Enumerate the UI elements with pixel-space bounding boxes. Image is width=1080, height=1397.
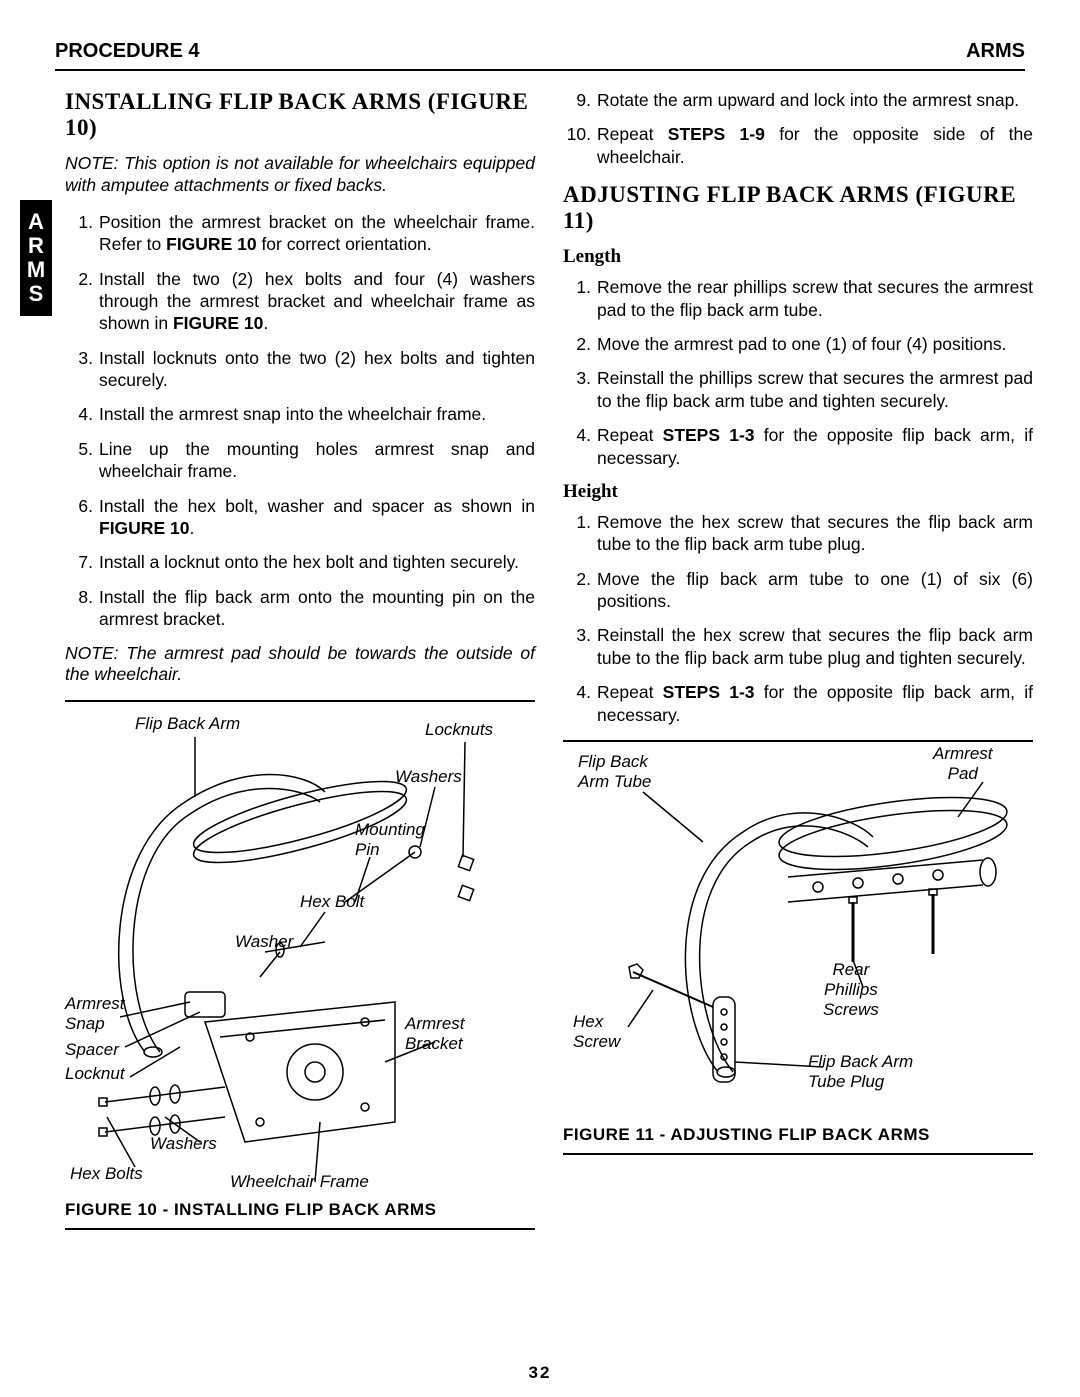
install-steps: Position the armrest bracket on the whee… bbox=[65, 211, 535, 631]
step: Install the two (2) hex bolts and four (… bbox=[65, 268, 535, 335]
fig10-label: Locknuts bbox=[425, 720, 493, 740]
fig10-label: Washers bbox=[150, 1134, 217, 1154]
figure-10-diagram bbox=[65, 702, 535, 1192]
fig10-label: Wheelchair Frame bbox=[230, 1172, 369, 1192]
step: Install the hex bolt, washer and spacer … bbox=[65, 495, 535, 540]
install-steps-cont: Rotate the arm upward and lock into the … bbox=[563, 89, 1033, 168]
step: Line up the mounting holes armrest snap … bbox=[65, 438, 535, 483]
fig11-label: Armrest Pad bbox=[933, 744, 993, 784]
fig11-label: Hex Screw bbox=[573, 1012, 620, 1052]
fig10-label: Armrest Bracket bbox=[405, 1014, 465, 1054]
step: Reinstall the phillips screw that secure… bbox=[563, 367, 1033, 412]
install-note2: NOTE: The armrest pad should be towards … bbox=[65, 643, 535, 687]
fig10-label: Spacer bbox=[65, 1040, 119, 1060]
step: Move the armrest pad to one (1) of four … bbox=[563, 333, 1033, 355]
step: Repeat STEPS 1-9 for the opposite side o… bbox=[563, 123, 1033, 168]
step: Position the armrest bracket on the whee… bbox=[65, 211, 535, 256]
step: Remove the rear phillips screw that secu… bbox=[563, 276, 1033, 321]
figure-10: Flip Back Arm Locknuts Washers Mounting … bbox=[65, 700, 535, 1230]
header-right: ARMS bbox=[966, 40, 1025, 63]
figure-11-diagram bbox=[563, 742, 1033, 1117]
step: Install locknuts onto the two (2) hex bo… bbox=[65, 347, 535, 392]
side-tab: A R M S bbox=[20, 200, 52, 316]
fig10-label: Hex Bolts bbox=[70, 1164, 143, 1184]
figure-11: Flip Back Arm Tube Armrest Pad Rear Phil… bbox=[563, 740, 1033, 1155]
step: Move the flip back arm tube to one (1) o… bbox=[563, 568, 1033, 613]
page-number: 32 bbox=[0, 1363, 1080, 1383]
install-title: INSTALLING FLIP BACK ARMS (FIGURE 10) bbox=[65, 89, 535, 141]
step: Install the armrest snap into the wheelc… bbox=[65, 403, 535, 425]
step: Install the flip back arm onto the mount… bbox=[65, 586, 535, 631]
adjust-title: ADJUSTING FLIP BACK ARMS (FIGURE 11) bbox=[563, 182, 1033, 234]
fig10-label: Washer bbox=[235, 932, 293, 952]
fig10-label: Locknut bbox=[65, 1064, 125, 1084]
step: Install a locknut onto the hex bolt and … bbox=[65, 551, 535, 573]
fig11-label: Flip Back Arm Tube Plug bbox=[808, 1052, 913, 1092]
fig10-label: Armrest Snap bbox=[65, 994, 125, 1034]
height-title: Height bbox=[563, 481, 1033, 503]
step: Remove the hex screw that secures the fl… bbox=[563, 511, 1033, 556]
header-left: PROCEDURE 4 bbox=[55, 40, 199, 63]
fig11-label: Flip Back Arm Tube bbox=[578, 752, 651, 792]
fig10-label: Washers bbox=[395, 767, 462, 787]
step: Rotate the arm upward and lock into the … bbox=[563, 89, 1033, 111]
step: Repeat STEPS 1-3 for the opposite flip b… bbox=[563, 681, 1033, 726]
step: Reinstall the hex screw that secures the… bbox=[563, 624, 1033, 669]
fig10-label: Mounting Pin bbox=[355, 820, 425, 860]
install-note1: NOTE: This option is not available for w… bbox=[65, 153, 535, 197]
figure-10-caption: FIGURE 10 - INSTALLING FLIP BACK ARMS bbox=[65, 1192, 535, 1220]
figure-11-caption: FIGURE 11 - ADJUSTING FLIP BACK ARMS bbox=[563, 1117, 1033, 1145]
fig10-label: Flip Back Arm bbox=[135, 714, 240, 734]
height-steps: Remove the hex screw that secures the fl… bbox=[563, 511, 1033, 726]
length-steps: Remove the rear phillips screw that secu… bbox=[563, 276, 1033, 469]
step: Repeat STEPS 1-3 for the opposite flip b… bbox=[563, 424, 1033, 469]
fig11-label: Rear Phillips Screws bbox=[823, 960, 879, 1020]
length-title: Length bbox=[563, 246, 1033, 268]
fig10-label: Hex Bolt bbox=[300, 892, 364, 912]
